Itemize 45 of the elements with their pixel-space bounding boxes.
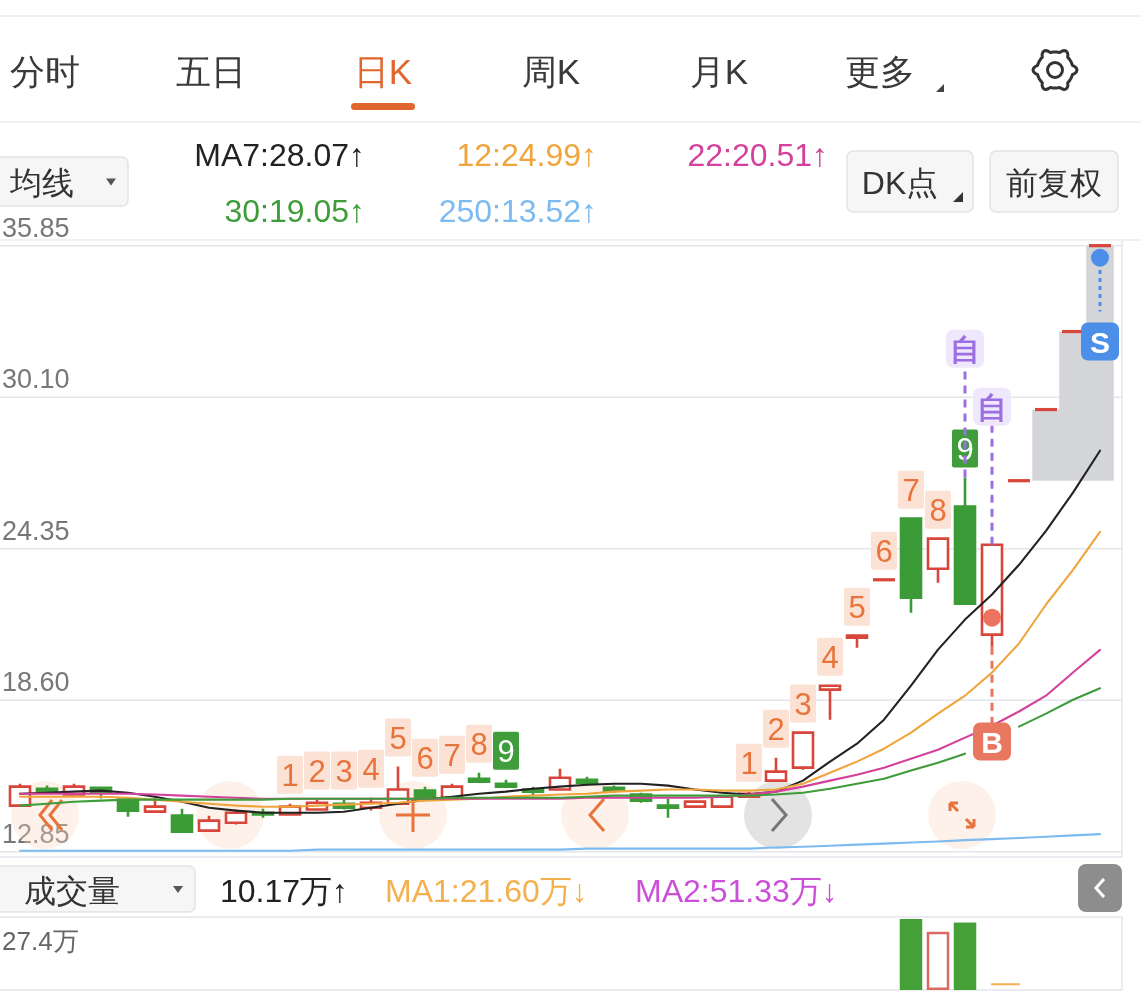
text: 8 [929, 492, 947, 528]
text: 前复权 [1006, 165, 1102, 201]
text: 4 [362, 751, 380, 787]
text: 周K [521, 52, 581, 91]
text: 成交量 [24, 873, 120, 909]
text: 6 [875, 533, 893, 569]
text: DK点 [861, 165, 939, 201]
y-tick-label: 24.35 [2, 515, 70, 546]
y-tick-label: 18.60 [2, 667, 70, 698]
text: 1 [281, 757, 299, 793]
text: 7 [443, 737, 461, 773]
text: 250:13.52↑ [438, 193, 597, 229]
text: 月K [689, 52, 749, 91]
text: 10.17万↑ [220, 873, 349, 909]
data-label: 自 [977, 390, 1007, 424]
y-tick-label: 35.85 [2, 212, 70, 243]
text: MA7:28.07↑ [194, 137, 365, 173]
data-label: S [1089, 325, 1111, 359]
text: 7 [902, 472, 920, 508]
text: 1 [740, 745, 758, 781]
data-label: 自 [950, 332, 980, 366]
text: 2 [308, 753, 326, 789]
text: 日K [353, 52, 413, 91]
text: 3 [794, 686, 812, 722]
text: 12:24.99↑ [456, 137, 597, 173]
text: 5 [848, 589, 866, 625]
text: 分时 [10, 52, 80, 91]
legend-label: MA2:51.33万↓ [635, 873, 838, 909]
text: 2 [767, 711, 785, 747]
annotation: 27.4万 [2, 926, 79, 956]
text: 9 [497, 733, 515, 769]
text: 4 [821, 639, 839, 675]
text: 22:20.51↑ [687, 137, 828, 173]
text: 5 [389, 720, 407, 756]
data-label: B [981, 725, 1003, 759]
text: 3 [335, 753, 353, 789]
text: 8 [470, 726, 488, 762]
text: 均线 [9, 165, 74, 201]
text: 6 [416, 740, 434, 776]
text: 30:19.05↑ [224, 193, 365, 229]
text: 更多 [845, 52, 915, 91]
y-tick-label: 30.10 [2, 364, 70, 395]
text: 五日 [176, 52, 246, 91]
text: 9 [956, 431, 974, 467]
text: MA1:21.60万↓ [385, 873, 588, 909]
